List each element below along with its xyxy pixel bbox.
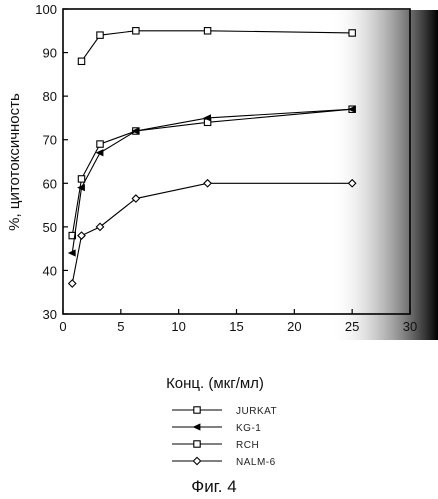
figure-caption: Фиг. 4 [191, 477, 236, 496]
series-line [82, 31, 353, 61]
data-point [97, 141, 103, 147]
data-point [78, 176, 84, 182]
y-tick-label: 70 [43, 133, 57, 148]
series-jurkat [69, 106, 355, 239]
y-tick-label: 50 [43, 220, 57, 235]
legend-marker [194, 424, 201, 430]
legend-label: KG-1 [236, 423, 261, 434]
x-tick-label: 30 [403, 319, 417, 334]
y-axis-title: %, цитотоксичность [6, 93, 23, 231]
legend: JURKAT KG-1 RCH NALM-6 [172, 406, 277, 468]
y-tick-label: 100 [35, 2, 57, 17]
data-point [97, 150, 104, 156]
legend-label: JURKAT [236, 406, 277, 417]
data-point [204, 180, 211, 187]
x-tick-label: 10 [171, 319, 185, 334]
series-line [72, 109, 352, 235]
series-kg-1 [69, 106, 355, 256]
legend-marker [193, 457, 200, 464]
y-tick-label: 60 [43, 176, 57, 191]
data-point [204, 28, 210, 34]
x-tick-label: 15 [229, 319, 243, 334]
legend-marker [194, 441, 200, 447]
data-point [349, 30, 355, 36]
x-tick-label: 25 [345, 319, 359, 334]
y-tick-label: 30 [43, 307, 57, 322]
x-axis-title: Конц. (мкг/мл) [166, 375, 264, 392]
data-point [78, 232, 85, 239]
legend-item-nalm-6: NALM-6 [172, 457, 276, 468]
data-point [97, 32, 103, 38]
y-tick-label: 80 [43, 89, 57, 104]
y-tick-label: 40 [43, 263, 57, 278]
series-rch [78, 28, 355, 65]
legend-marker [194, 407, 200, 413]
x-tick-label: 5 [117, 319, 124, 334]
series-line [72, 183, 352, 283]
legend-item-rch: RCH [172, 440, 259, 451]
series-line [72, 109, 352, 253]
data-point [78, 58, 84, 64]
x-tick-label: 20 [287, 319, 301, 334]
legend-item-jurkat: JURKAT [172, 406, 277, 417]
series-nalm-6 [69, 180, 356, 287]
legend-label: RCH [236, 440, 259, 451]
x-tick-label: 0 [59, 319, 66, 334]
legend-label: NALM-6 [236, 457, 276, 468]
y-tick-label: 90 [43, 46, 57, 61]
data-point [69, 280, 76, 287]
series-layer [69, 28, 356, 288]
legend-item-kg-1: KG-1 [172, 423, 261, 434]
scan-noise-area [330, 10, 438, 340]
data-point [133, 28, 139, 34]
